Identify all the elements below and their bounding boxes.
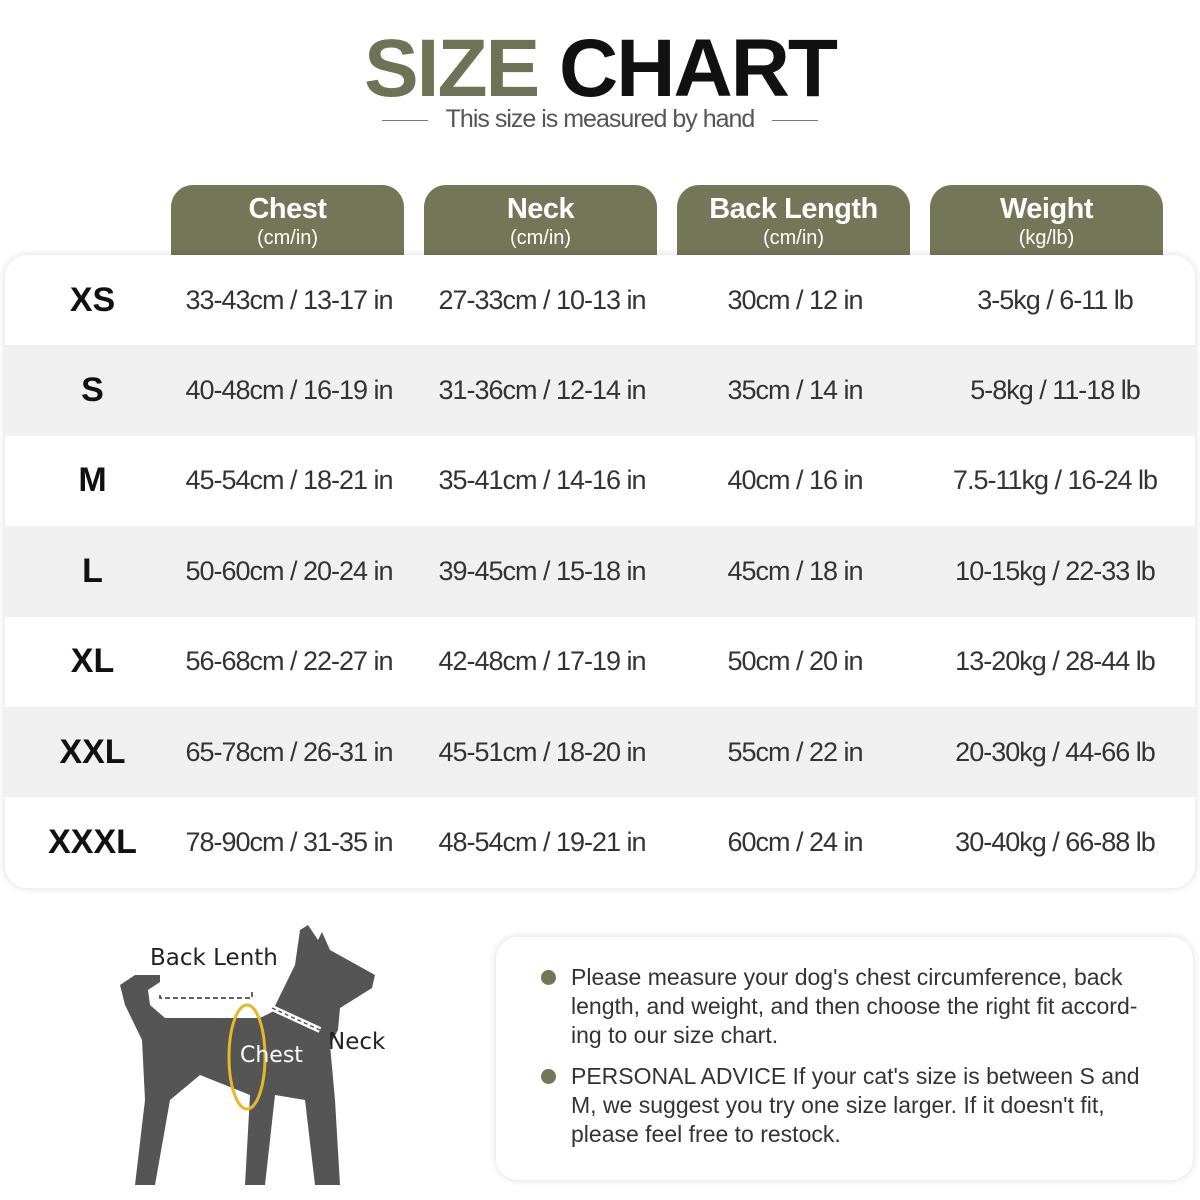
divider — [772, 119, 819, 121]
chest-label: Chest — [240, 1043, 303, 1068]
table-row: S 40-48cm / 16-19 in 31-36cm / 12-14 in … — [5, 345, 1195, 436]
column-header: Neck (cm/in) — [424, 185, 657, 257]
bullet-icon — [541, 970, 556, 985]
back-length-label: Back Lenth — [150, 945, 278, 971]
weight-value: 20-30kg / 44-66 lb — [955, 736, 1156, 767]
neck-value: 42-48cm / 17-19 in — [438, 646, 646, 677]
chest-value: 78-90cm / 31-35 in — [185, 827, 393, 858]
size-label: S — [81, 371, 104, 410]
size-label: L — [82, 551, 103, 590]
back-length-value: 40cm / 16 in — [727, 465, 863, 496]
notes-box: Please measure your dog's chest circumfe… — [496, 937, 1193, 1180]
back-length-value: 50cm / 20 in — [727, 646, 863, 677]
back-length-value: 60cm / 24 in — [727, 827, 863, 858]
weight-value: 30-40kg / 66-88 lb — [955, 827, 1156, 858]
weight-value: 13-20kg / 28-44 lb — [955, 646, 1156, 677]
neck-label: Neck — [328, 1029, 386, 1055]
weight-value: 5-8kg / 11-18 lb — [970, 375, 1141, 406]
dog-silhouette-icon — [120, 925, 375, 1185]
back-length-value: 45cm / 18 in — [727, 555, 863, 586]
chest-ring — [227, 1003, 267, 1111]
bullet-icon — [541, 1069, 556, 1084]
chest-value: 50-60cm / 20-24 in — [185, 555, 393, 586]
size-table: XS 33-43cm / 13-17 in 27-33cm / 10-13 in… — [5, 255, 1195, 888]
size-label: M — [78, 461, 107, 500]
table-row: L 50-60cm / 20-24 in 39-45cm / 15-18 in … — [5, 526, 1195, 617]
note-item: Please measure your dog's chest circumfe… — [541, 963, 1163, 1050]
table-row: M 45-54cm / 18-21 in 35-41cm / 14-16 in … — [5, 436, 1195, 526]
chest-value: 33-43cm / 13-17 in — [185, 284, 393, 315]
back-length-value: 35cm / 14 in — [727, 375, 863, 406]
chest-value: 45-54cm / 18-21 in — [185, 465, 393, 496]
neck-value: 45-51cm / 18-20 in — [438, 736, 646, 767]
table-row: XS 33-43cm / 13-17 in 27-33cm / 10-13 in… — [5, 255, 1195, 345]
column-header: Weight (kg/lb) — [930, 185, 1163, 257]
weight-value: 10-15kg / 22-33 lb — [955, 555, 1156, 586]
dog-measurement-diagram: Back Lenth Chest Neck — [120, 925, 386, 1185]
weight-value: 7.5-11kg / 16-24 lb — [952, 465, 1158, 496]
weight-value: 3-5kg / 6-11 lb — [977, 284, 1134, 315]
divider — [381, 119, 428, 121]
page-title: SIZE CHART — [363, 23, 838, 114]
back-length-value: 55cm / 22 in — [727, 736, 863, 767]
table-row: XXL 65-78cm / 26-31 in 45-51cm / 18-20 i… — [5, 706, 1195, 798]
neck-value: 39-45cm / 15-18 in — [438, 555, 646, 586]
size-label: XXXL — [48, 823, 137, 862]
chest-value: 56-68cm / 22-27 in — [185, 646, 393, 677]
note-item: PERSONAL ADVICE If your cat's size is be… — [541, 1062, 1163, 1149]
chest-value: 65-78cm / 26-31 in — [185, 736, 393, 767]
neck-value: 48-54cm / 19-21 in — [438, 827, 646, 858]
size-label: XS — [69, 280, 116, 319]
neck-value: 31-36cm / 12-14 in — [438, 375, 646, 406]
size-label: XXL — [59, 732, 126, 771]
back-length-value: 30cm / 12 in — [727, 284, 863, 315]
size-label: XL — [70, 642, 115, 681]
neck-line-dash — [271, 1007, 321, 1031]
back-length-line — [159, 992, 253, 999]
table-row: XXXL 78-90cm / 31-35 in 48-54cm / 19-21 … — [5, 797, 1195, 887]
neck-value: 27-33cm / 10-13 in — [438, 284, 646, 315]
column-header: Chest (cm/in) — [171, 185, 404, 257]
neck-value: 35-41cm / 14-16 in — [438, 465, 646, 496]
column-header: Back Length (cm/in) — [677, 185, 910, 257]
chest-value: 40-48cm / 16-19 in — [185, 375, 393, 406]
table-row: XL 56-68cm / 22-27 in 42-48cm / 17-19 in… — [5, 617, 1195, 707]
subtitle: This size is measured by hand — [0, 105, 1200, 134]
